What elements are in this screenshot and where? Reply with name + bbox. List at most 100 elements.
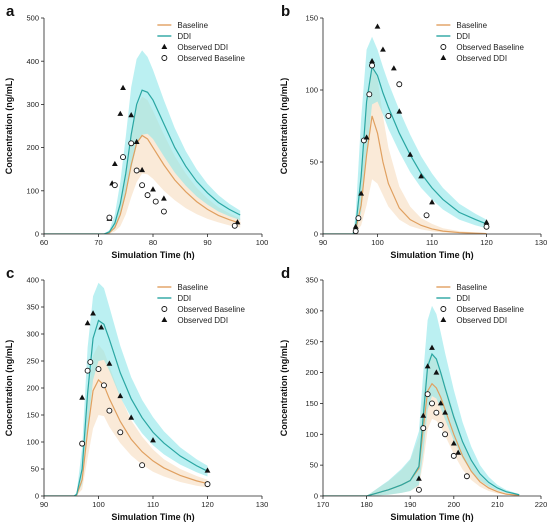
- data-point-circle: [95, 366, 102, 373]
- data-point-circle: [139, 462, 146, 469]
- data-point-triangle: [234, 219, 241, 225]
- data-point-circle: [120, 154, 126, 161]
- data-point-circle: [433, 409, 440, 416]
- legend-label: DDI: [177, 294, 191, 303]
- data-point-triangle: [442, 409, 448, 415]
- data-point-triangle: [418, 173, 424, 179]
- legend-label: Observed Baseline: [456, 43, 524, 52]
- x-tick-label: 120: [201, 500, 214, 509]
- data-point-circle: [396, 81, 403, 88]
- band-ddi: [44, 282, 208, 496]
- data-point-circle: [152, 198, 159, 205]
- y-tick-label: 100: [26, 186, 39, 195]
- data-point-circle: [100, 382, 107, 389]
- data-point-circle: [87, 359, 94, 366]
- data-point-triangle: [150, 437, 156, 443]
- data-point-triangle: [420, 412, 427, 418]
- data-point-triangle: [84, 320, 91, 326]
- data-point-circle: [420, 425, 427, 432]
- x-tick-label: 90: [203, 238, 211, 247]
- y-axis-title: Concentration (ng/mL): [4, 78, 14, 175]
- panel-letter: b: [281, 3, 290, 20]
- series-line-ddi: [44, 319, 208, 496]
- data-point-circle: [437, 422, 444, 428]
- data-point-triangle: [396, 108, 403, 114]
- x-tick-label: 100: [371, 238, 384, 247]
- data-point-circle: [385, 112, 392, 119]
- series-line-baseline: [44, 378, 208, 496]
- data-point-triangle: [433, 369, 440, 375]
- band-ddi: [323, 305, 520, 496]
- y-tick-label: 400: [26, 276, 39, 285]
- x-tick-label: 80: [149, 238, 157, 247]
- plot-area: [323, 36, 487, 234]
- data-point-triangle: [98, 324, 105, 330]
- y-tick-label: 100: [305, 430, 318, 439]
- data-point-triangle: [111, 160, 118, 167]
- x-tick-label: 60: [40, 238, 48, 247]
- x-tick-label: 130: [535, 238, 548, 247]
- data-point-circle: [429, 400, 435, 407]
- data-point-triangle: [437, 400, 444, 406]
- data-point-triangle: [128, 112, 135, 118]
- x-tick-label: 120: [480, 238, 493, 247]
- y-tick-label: 200: [26, 143, 39, 152]
- x-tick-label: 190: [404, 500, 417, 509]
- y-tick-label: 0: [314, 492, 318, 501]
- x-tick-label: 110: [426, 238, 438, 247]
- x-tick-label: 220: [535, 500, 548, 509]
- data-point-circle: [450, 452, 457, 459]
- legend-triangle-marker: [440, 316, 447, 322]
- data-point-triangle: [161, 195, 167, 201]
- x-tick-label: 100: [92, 500, 105, 509]
- series-line-baseline: [323, 115, 487, 234]
- data-point-circle: [442, 431, 449, 438]
- data-point-triangle: [429, 344, 435, 350]
- panel-d: d 170 180 190 200 210 220 0 50 100 150 200 250 300 350…: [279, 265, 547, 522]
- data-point-triangle: [390, 65, 397, 71]
- data-point-triangle: [106, 360, 113, 366]
- x-tick-label: 210: [491, 500, 504, 509]
- panel-letter: c: [6, 265, 14, 282]
- data-point-circle: [144, 192, 151, 199]
- x-tick-label: 130: [256, 500, 269, 509]
- band-ddi: [44, 50, 241, 234]
- plot-area: [323, 305, 520, 496]
- legend-label: Observed DDI: [456, 316, 507, 325]
- data-point-circle: [111, 182, 118, 189]
- y-axis-title: Concentration (ng/mL): [4, 340, 14, 437]
- x-axis-title: Simulation Time (h): [111, 250, 194, 260]
- y-tick-label: 250: [305, 337, 318, 346]
- y-tick-label: 300: [305, 306, 318, 315]
- legend-triangle-marker: [161, 316, 168, 322]
- series-line-ddi: [323, 352, 520, 496]
- legend-triangle-marker: [161, 43, 168, 49]
- legend-label: Observed DDI: [456, 54, 507, 63]
- y-tick-label: 500: [26, 14, 39, 23]
- data-point-circle: [117, 429, 124, 436]
- data-point-circle: [133, 167, 140, 174]
- y-tick-label: 200: [26, 384, 39, 393]
- data-point-circle: [366, 91, 373, 98]
- panel-c: c 90 100 110 120 130 0 50 100 150 200 250 300 350 400 S…: [4, 265, 268, 522]
- legend-label: Observed DDI: [177, 43, 228, 52]
- legend-label: Baseline: [456, 283, 487, 292]
- plot-area: [44, 50, 241, 234]
- panel-b: b 90 100 110 120 130 0 50 100 150 Simulation Time …: [279, 3, 547, 260]
- data-point-triangle: [424, 363, 431, 369]
- data-point-triangle: [416, 475, 422, 481]
- data-point-circle: [106, 214, 113, 221]
- band-ddi: [323, 36, 487, 234]
- y-tick-label: 150: [305, 14, 318, 23]
- x-axis-title: Simulation Time (h): [390, 250, 473, 260]
- data-point-circle: [106, 407, 113, 414]
- y-tick-label: 0: [35, 230, 39, 239]
- data-point-triangle: [120, 84, 126, 90]
- y-tick-label: 50: [31, 465, 39, 474]
- data-point-circle: [160, 208, 167, 215]
- legend: Baseline DDI Observed Baseline Observed DDI: [157, 283, 246, 325]
- x-tick-label: 180: [360, 500, 373, 509]
- x-tick-label: 110: [147, 500, 159, 509]
- y-tick-label: 350: [305, 276, 318, 285]
